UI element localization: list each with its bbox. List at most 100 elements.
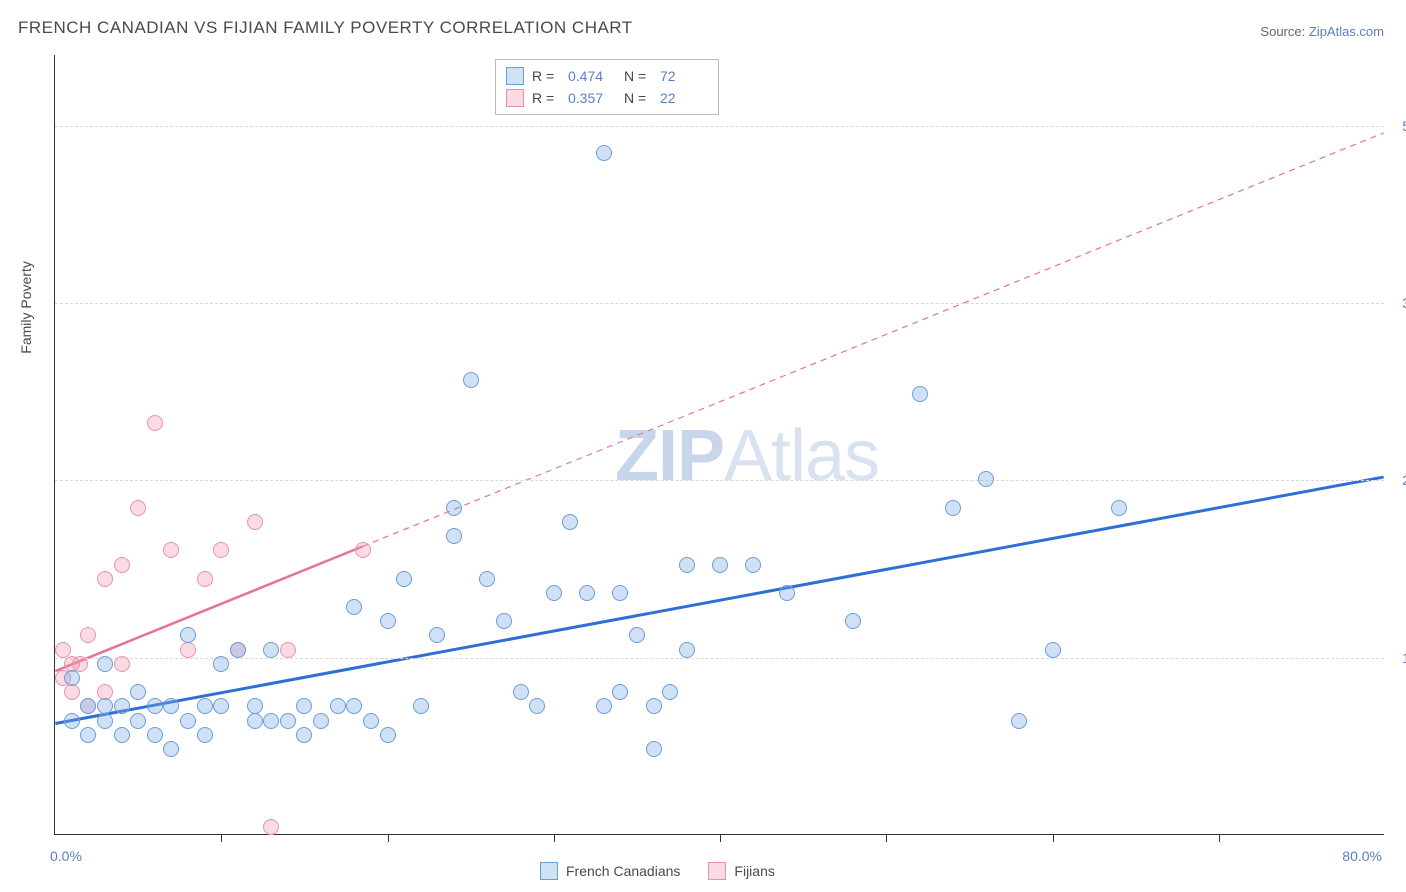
series1-point xyxy=(646,741,662,757)
series1-point xyxy=(479,571,495,587)
series2-point xyxy=(163,542,179,558)
series1-point xyxy=(197,727,213,743)
series1-point xyxy=(346,599,362,615)
series2-point xyxy=(355,542,371,558)
series2-point xyxy=(130,500,146,516)
series2-point xyxy=(247,514,263,530)
legend-label: French Canadians xyxy=(566,863,680,879)
series1-point xyxy=(130,684,146,700)
series1-point xyxy=(114,727,130,743)
series1-point xyxy=(679,642,695,658)
series1-point xyxy=(64,713,80,729)
x-tick xyxy=(388,834,389,842)
series1-point xyxy=(230,642,246,658)
series1-point xyxy=(845,613,861,629)
series1-point xyxy=(562,514,578,530)
legend-stat-row: R =0.474N =72 xyxy=(506,65,708,87)
series1-point xyxy=(612,684,628,700)
series2-point xyxy=(114,656,130,672)
gridline xyxy=(55,303,1384,304)
legend-swatch xyxy=(540,862,558,880)
series1-point xyxy=(130,713,146,729)
series1-point xyxy=(463,372,479,388)
series1-point xyxy=(80,727,96,743)
series2-point xyxy=(213,542,229,558)
series1-point xyxy=(396,571,412,587)
series1-point xyxy=(147,727,163,743)
n-label: N = xyxy=(624,65,652,87)
series1-point xyxy=(413,698,429,714)
series1-point xyxy=(912,386,928,402)
y-tick-label: 12.5% xyxy=(1392,650,1406,666)
watermark-bold: ZIP xyxy=(615,416,724,496)
legend-series: French Canadians Fijians xyxy=(540,862,775,880)
series1-point xyxy=(346,698,362,714)
series1-point xyxy=(296,727,312,743)
plot-area: ZIPAtlas R =0.474N =72R =0.357N =22 0.0%… xyxy=(54,55,1384,835)
x-tick xyxy=(221,834,222,842)
x-axis-max-label: 80.0% xyxy=(1342,848,1382,864)
watermark: ZIPAtlas xyxy=(615,415,879,497)
series1-point xyxy=(712,557,728,573)
series1-point xyxy=(213,656,229,672)
y-tick-label: 37.5% xyxy=(1392,295,1406,311)
series2-point xyxy=(64,684,80,700)
series1-point xyxy=(646,698,662,714)
series1-point xyxy=(147,698,163,714)
n-value: 72 xyxy=(660,65,708,87)
series1-point xyxy=(247,713,263,729)
series1-point xyxy=(114,698,130,714)
series1-point xyxy=(1045,642,1061,658)
series1-point xyxy=(380,727,396,743)
watermark-light: Atlas xyxy=(724,416,879,496)
y-tick-label: 25.0% xyxy=(1392,472,1406,488)
series1-point xyxy=(529,698,545,714)
chart-title: FRENCH CANADIAN VS FIJIAN FAMILY POVERTY… xyxy=(18,18,633,38)
r-label: R = xyxy=(532,65,560,87)
series2-point xyxy=(97,571,113,587)
series1-point xyxy=(80,698,96,714)
legend-item: Fijians xyxy=(708,862,774,880)
series2-point xyxy=(263,819,279,835)
n-value: 22 xyxy=(660,87,708,109)
legend-swatch xyxy=(506,89,524,107)
series2-point xyxy=(80,627,96,643)
series1-point xyxy=(596,698,612,714)
series2-point xyxy=(180,642,196,658)
y-tick-label: 50.0% xyxy=(1392,118,1406,134)
series1-point xyxy=(330,698,346,714)
y-axis-title: Family Poverty xyxy=(18,261,34,354)
source-attribution: Source: ZipAtlas.com xyxy=(1260,24,1384,39)
series1-point xyxy=(446,500,462,516)
series1-point xyxy=(945,500,961,516)
series1-point xyxy=(446,528,462,544)
series1-point xyxy=(579,585,595,601)
x-axis-min-label: 0.0% xyxy=(50,848,82,864)
series1-point xyxy=(429,627,445,643)
series1-point xyxy=(296,698,312,714)
series1-point xyxy=(596,145,612,161)
series1-point xyxy=(263,642,279,658)
series1-point xyxy=(180,713,196,729)
x-tick xyxy=(1219,834,1220,842)
series1-point xyxy=(163,698,179,714)
series1-point xyxy=(662,684,678,700)
series2-point xyxy=(147,415,163,431)
r-label: R = xyxy=(532,87,560,109)
series2-point xyxy=(72,656,88,672)
series2-point xyxy=(197,571,213,587)
x-tick xyxy=(554,834,555,842)
gridline xyxy=(55,480,1384,481)
series2-point xyxy=(280,642,296,658)
series1-point xyxy=(247,698,263,714)
series1-point xyxy=(280,713,296,729)
legend-swatch xyxy=(708,862,726,880)
series1-point xyxy=(513,684,529,700)
series1-point xyxy=(1111,500,1127,516)
series1-point xyxy=(380,613,396,629)
x-tick xyxy=(1053,834,1054,842)
series1-point xyxy=(97,656,113,672)
legend-item: French Canadians xyxy=(540,862,680,880)
series1-point xyxy=(745,557,761,573)
x-tick xyxy=(720,834,721,842)
